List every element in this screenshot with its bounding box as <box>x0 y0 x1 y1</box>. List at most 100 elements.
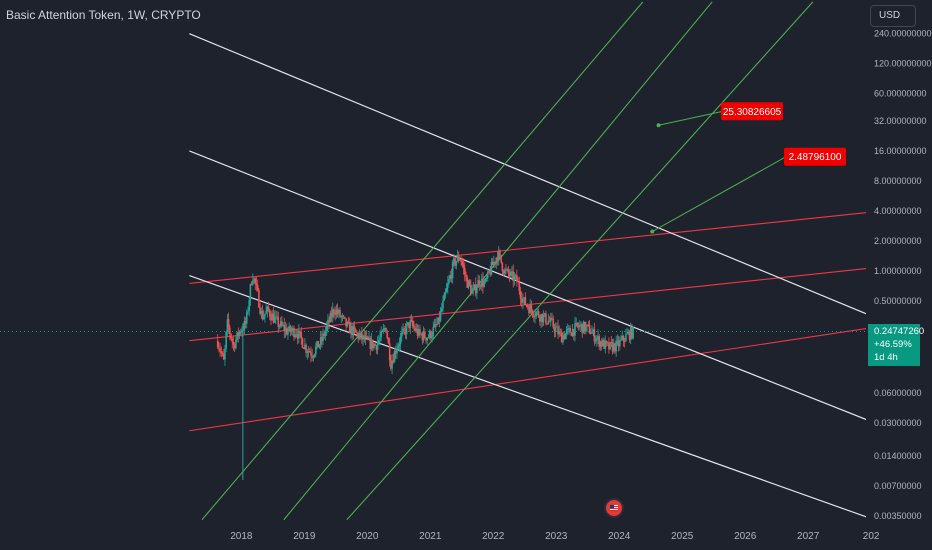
target-label-2[interactable]: 2.48796100 <box>784 147 847 166</box>
time-tick-label: 202 <box>863 531 880 542</box>
candle-body <box>291 328 294 331</box>
time-axis[interactable]: 2018 2019 2020 2021 2022 2023 2024 2025 2026 2027… <box>230 531 880 542</box>
candle-body <box>485 277 488 279</box>
candle-body <box>583 321 586 332</box>
currency-selector-button[interactable]: USD <box>870 5 916 27</box>
candle-body <box>245 312 248 324</box>
price-axis[interactable]: 240.00000000 120.00000000 60.00000000 32.00… <box>874 29 932 521</box>
candle-body <box>450 275 453 279</box>
candle-body <box>539 316 541 322</box>
candle-body <box>508 273 511 277</box>
candle-body <box>354 329 357 333</box>
candle-body <box>253 278 255 281</box>
target-leader-line <box>658 110 724 126</box>
candle-body <box>295 334 298 336</box>
price-tick-label: 0.01400000 <box>874 451 922 461</box>
candle-body <box>237 332 240 337</box>
candle-body <box>506 268 508 270</box>
candle-body <box>557 326 559 335</box>
candle-body <box>600 341 603 347</box>
candle-body <box>500 254 502 263</box>
candle-body <box>408 322 410 329</box>
target-label-1[interactable]: 25.30826605 <box>721 102 784 121</box>
candle-body <box>247 310 249 313</box>
green-channel-line-1 <box>201 1 644 520</box>
candle-body <box>512 271 515 282</box>
candle-body <box>530 304 533 311</box>
candle-body <box>551 317 553 319</box>
candle-body <box>608 343 610 350</box>
candle-body <box>427 337 430 339</box>
candle-body <box>373 344 375 349</box>
candle-body <box>531 310 534 316</box>
candle-body <box>620 339 622 341</box>
candle-body <box>431 335 433 339</box>
candle-body <box>285 328 288 335</box>
trend-channels <box>189 1 866 520</box>
candle-body <box>632 326 634 339</box>
green-channel-line-3 <box>346 1 814 520</box>
candle-body <box>409 320 412 329</box>
candle-body <box>278 326 281 327</box>
candle-body <box>505 269 507 271</box>
candle-body <box>447 283 449 288</box>
candle-body <box>323 333 326 336</box>
candle-body <box>616 340 619 342</box>
candle-body <box>463 268 466 275</box>
candle-body <box>334 312 336 315</box>
candle-body <box>339 310 341 317</box>
candle-body <box>483 281 485 287</box>
candle-body <box>619 340 621 347</box>
candle-body <box>376 342 379 350</box>
candle-body <box>379 337 381 341</box>
candle-body <box>436 323 438 326</box>
candle-body <box>317 341 320 348</box>
candle-body <box>482 278 484 287</box>
candle-body <box>298 330 300 339</box>
time-tick-label: 2023 <box>545 531 568 542</box>
candle-body <box>342 315 345 317</box>
candle-body <box>331 309 334 318</box>
candle-body <box>548 320 551 322</box>
candle-body <box>289 325 292 332</box>
candle-body <box>490 261 493 275</box>
target-label-text: 25.30826605 <box>723 107 782 118</box>
candle-body <box>588 324 591 334</box>
candle-body <box>348 322 351 334</box>
candle-body <box>627 331 630 334</box>
candle-body <box>571 328 574 336</box>
candle-body <box>603 339 605 349</box>
symbol-title[interactable]: Basic Attention Token, 1W, CRYPTO <box>6 8 201 22</box>
candle-body <box>474 284 477 294</box>
candle-body <box>226 319 229 332</box>
flag-stripes <box>610 505 618 511</box>
candle-body <box>443 294 445 301</box>
candle-body <box>252 280 254 285</box>
candle-body <box>344 316 346 319</box>
us-flag-icon[interactable] <box>604 498 624 518</box>
candle-body <box>629 327 632 340</box>
candle-body <box>243 321 246 331</box>
candle-body <box>335 309 338 315</box>
candle-body <box>422 331 425 341</box>
candle-body <box>308 350 311 353</box>
candle-body <box>279 321 282 327</box>
candle-body <box>625 334 627 342</box>
candle-body <box>266 306 269 311</box>
candle-body <box>219 348 221 352</box>
candle-body <box>329 313 332 323</box>
candle-body <box>525 304 528 306</box>
candle-body <box>238 331 241 337</box>
time-tick-label: 2027 <box>797 531 820 542</box>
candle-body <box>370 339 373 349</box>
candle-body <box>542 315 545 322</box>
candle-body <box>218 347 220 349</box>
white-channel-line-1 <box>189 275 866 518</box>
candle-body <box>284 328 287 332</box>
target-annotations[interactable]: 25.30826605 2.48796100 <box>650 102 847 234</box>
candle-body <box>352 326 355 336</box>
candle-body <box>424 331 426 338</box>
candle-body <box>502 270 505 274</box>
